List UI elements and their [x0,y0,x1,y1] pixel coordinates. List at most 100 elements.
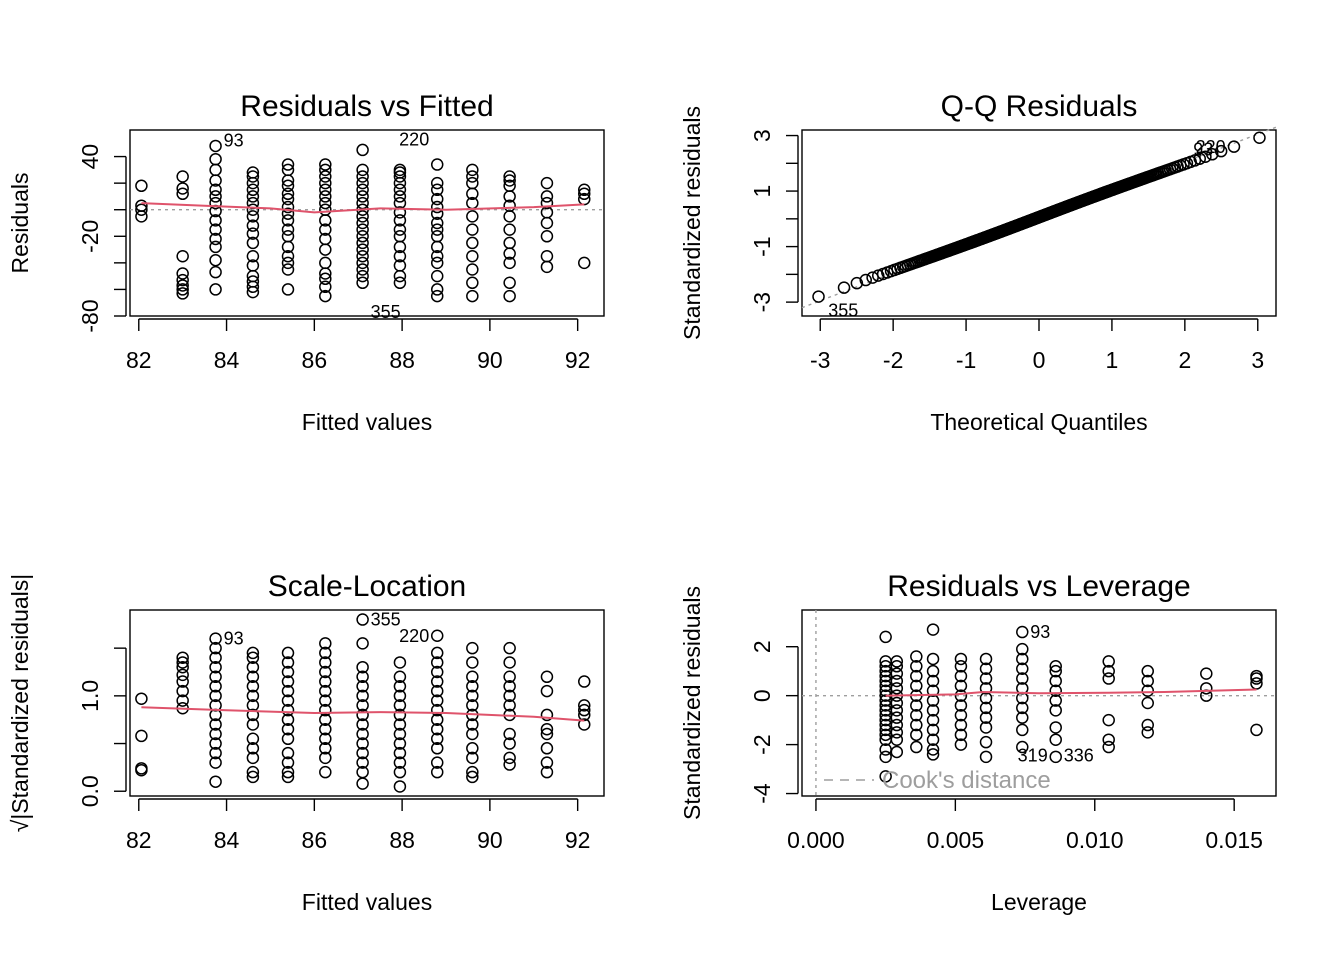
data-point [1200,667,1213,680]
data-point [430,713,444,726]
data-point [393,276,407,290]
data-point [281,179,295,193]
y-tick-label: -20 [77,220,103,253]
data-point [356,210,369,223]
data-point [503,689,516,703]
data-point [503,737,516,750]
data-point [979,682,993,695]
data-point [466,751,479,765]
data-point [393,249,407,263]
data-point [890,682,904,695]
data-point [430,289,444,303]
data-point [430,646,444,660]
y-tick-label: 1.0 [77,680,103,712]
data-point [319,713,332,726]
data-point [540,260,554,274]
data-point [540,190,554,203]
data-point [540,756,554,769]
point-annotation: 93 [224,131,244,151]
data-point [1102,733,1115,746]
data-point [1049,750,1062,764]
data-point [430,742,444,755]
data-point [356,216,369,230]
data-point [356,190,369,203]
data-point [246,236,260,250]
panel-residuals-vs-fitted: Residuals vs Fitted Fitted values Residual… [7,90,605,435]
data-point [466,163,479,177]
data-point [246,227,260,240]
data-point [209,775,222,788]
x-axis-label: Fitted values [302,409,432,435]
panel-title: Q-Q Residuals [941,90,1138,123]
data-point [209,632,222,645]
x-tick-label: 90 [477,827,503,853]
data-point [393,699,407,712]
data-point [1049,694,1062,707]
data-point [926,664,940,678]
data-point [910,679,923,693]
data-point [176,675,189,688]
data-point [246,742,260,755]
data-point [503,199,516,212]
data-point [503,751,516,765]
data-point [356,765,369,779]
data-point [503,276,516,290]
data-point [1102,740,1115,754]
data-point [1141,664,1154,678]
y-axis-label: Standardized residuals [679,586,705,820]
y-tick-label: 0.0 [77,775,103,807]
data-point [540,742,554,755]
data-point [281,158,295,171]
data-point [135,199,148,212]
data-point [393,718,407,731]
data-point [176,182,189,195]
point-annotation: 93 [224,629,244,649]
data-point [466,236,479,250]
plot-frame [801,609,1277,797]
data-point [176,187,189,201]
y-tick-label: -3 [749,292,775,312]
data-point [356,163,369,177]
y-tick-label: 1 [749,185,775,198]
plot-frame [129,609,605,797]
data-point [466,223,479,236]
data-points [812,131,1266,303]
data-point [926,684,940,698]
data-point [281,675,295,688]
data-point [1102,713,1115,727]
point-annotation: 336 [1064,746,1094,766]
data-point [281,684,295,698]
x-tick-label: 1 [1106,347,1119,373]
x-tick-label: -2 [883,347,903,373]
data-points [879,623,1263,783]
data-point [246,708,260,722]
data-point [1141,726,1154,739]
x-tick-label: 92 [565,347,591,373]
data-point [356,708,369,722]
x-tick-label: 88 [389,827,415,853]
data-point [393,680,407,693]
data-point [1141,718,1154,732]
data-point [393,765,407,779]
data-point [209,214,222,227]
data-point [393,206,407,219]
x-tick-label: 0 [1033,347,1046,373]
data-point [281,732,295,746]
data-point [466,670,479,684]
smoother-line [141,706,585,722]
data-point [430,283,444,296]
data-point [209,152,222,166]
data-point [246,680,260,693]
data-point [890,726,904,739]
data-point [503,289,516,303]
data-point [246,651,260,664]
data-point [319,256,332,270]
data-point [281,249,295,263]
data-point [246,183,260,197]
x-tick-label: 92 [565,827,591,853]
data-point [281,770,295,784]
data-point [879,770,892,783]
data-point [430,675,444,688]
data-point [430,765,444,779]
data-point [176,283,189,296]
